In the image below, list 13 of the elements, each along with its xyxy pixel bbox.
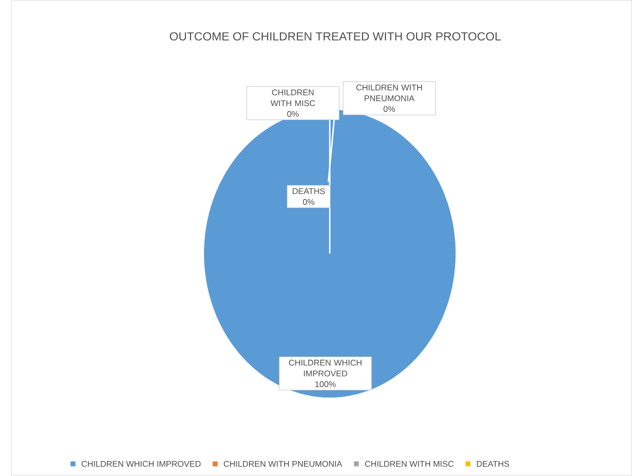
category-label: DEATHS bbox=[292, 188, 325, 194]
legend-label: DEATHS bbox=[476, 461, 510, 467]
legend-label: CHILDREN WHICH IMPROVED bbox=[82, 461, 201, 467]
slice-label: CHILDREN WHICH IMPROVED bbox=[289, 360, 362, 377]
category-label: CHILDREN WITH PNEUMONIA bbox=[356, 84, 422, 102]
chart-title: OUTCOME OF CHILDREN TREATED WITH OUR PROTOCOL bbox=[170, 32, 501, 41]
text: 0% bbox=[287, 111, 299, 118]
data-label: 100% bbox=[315, 381, 336, 388]
category-label: CHILDREN WITH MISC bbox=[270, 90, 316, 106]
text: 0% bbox=[384, 106, 395, 112]
legend-label: CHILDREN WITH PNEUMONIA bbox=[224, 461, 342, 467]
legend-label: CHILDREN WITH MISC bbox=[365, 461, 454, 467]
text: 0% bbox=[302, 199, 314, 206]
